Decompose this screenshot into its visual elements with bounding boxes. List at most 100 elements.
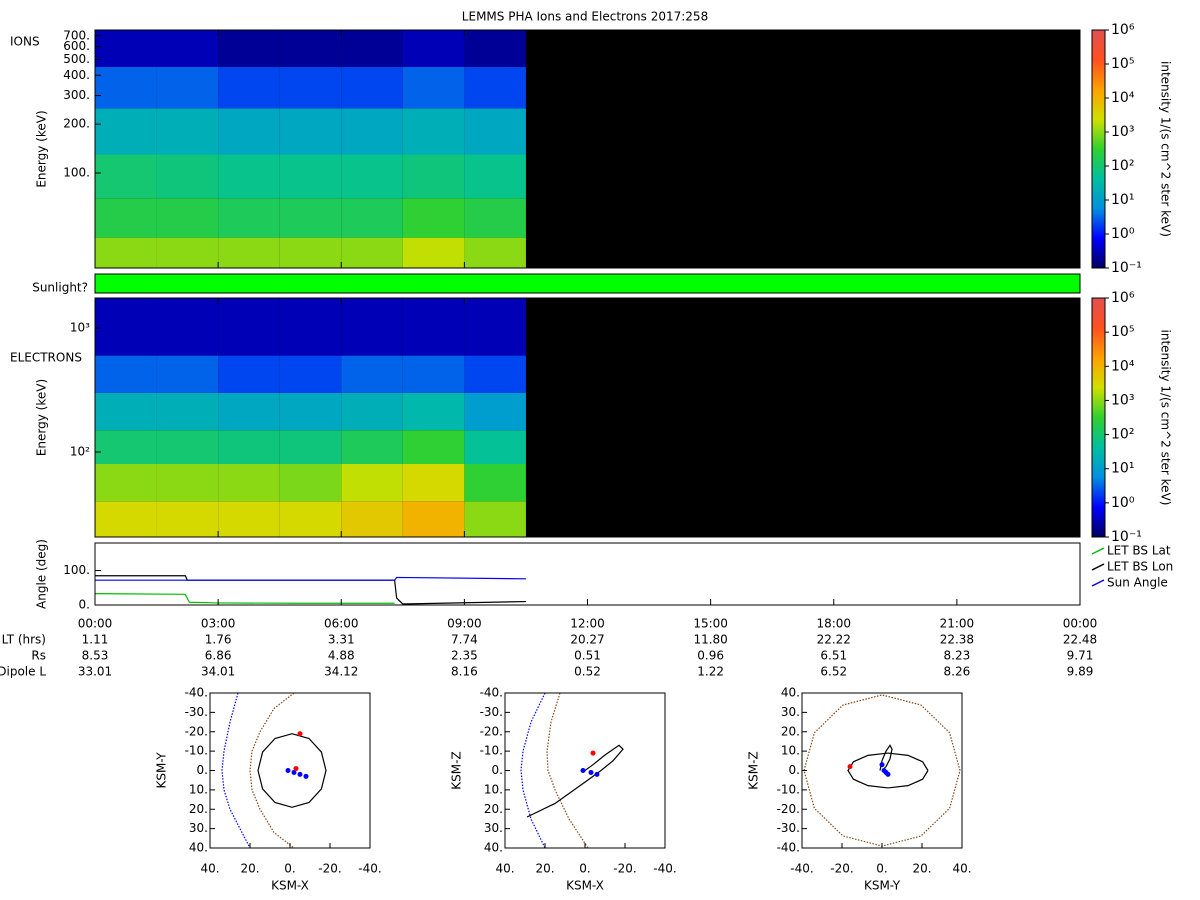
x-tick-label: -40. xyxy=(358,862,381,876)
spectrogram-cell xyxy=(464,154,526,199)
orbit-marker xyxy=(588,769,594,775)
y-tick-label: -30. xyxy=(777,821,800,835)
y-tick-label: -40. xyxy=(185,686,208,700)
colorbar-tick-label: 10³ xyxy=(1111,124,1134,140)
band-label: Sunlight? xyxy=(32,281,88,295)
row-value: 9.89 xyxy=(1067,665,1094,679)
row-value: 8.16 xyxy=(451,665,478,679)
spectrogram-cell xyxy=(402,30,465,67)
x-tick-label: 0. xyxy=(284,862,295,876)
y-tick-label: 100. xyxy=(63,563,90,577)
legend-label: Sun Angle xyxy=(1107,576,1168,590)
spectrogram-cell xyxy=(156,501,219,537)
colorbar-tick-label: 10¹ xyxy=(1111,461,1134,477)
legend-swatch xyxy=(1091,563,1105,571)
row-value: 22.22 xyxy=(817,633,851,647)
orbit-marker xyxy=(590,750,596,756)
panel-label: IONS xyxy=(10,35,40,49)
spectrogram-cell xyxy=(95,298,157,356)
row-value: 33.01 xyxy=(78,665,112,679)
spectrogram-cell xyxy=(279,237,342,268)
colorbar-tick-label: 10⁴ xyxy=(1111,90,1135,106)
spectrogram-cell xyxy=(341,501,403,537)
spectrogram-cell xyxy=(95,392,157,431)
orbit-marker xyxy=(879,762,885,768)
spectrogram-cell xyxy=(95,66,157,109)
row-value: 9.71 xyxy=(1067,649,1094,663)
angle-line xyxy=(95,576,526,581)
spectrogram-cell xyxy=(402,464,465,502)
y-tick-label: 600. xyxy=(63,39,90,53)
spectrogram-cell xyxy=(402,198,465,238)
x-tick-label: -40. xyxy=(790,862,813,876)
spectrogram-cell xyxy=(279,430,342,465)
row-value: 4.88 xyxy=(328,649,355,663)
row-value: 2.35 xyxy=(451,649,478,663)
spectrogram-cell xyxy=(402,355,465,393)
spectrogram-cell xyxy=(156,464,219,502)
row-value: 20.27 xyxy=(570,633,604,647)
orbit-marker xyxy=(594,771,600,777)
sunlight-band xyxy=(95,274,1080,293)
x-tick-label: 00:00 xyxy=(1063,617,1098,631)
colorbar-tick-label: 10⁶ xyxy=(1111,290,1135,306)
legend-swatch xyxy=(1091,547,1105,555)
spectrogram-cell xyxy=(156,198,219,238)
orbit-marker xyxy=(291,769,297,775)
colorbar-tick-label: 10⁵ xyxy=(1111,324,1134,340)
panel-frame xyxy=(94,542,1081,606)
row-value: 7.74 xyxy=(451,633,478,647)
spectrogram-cell xyxy=(402,430,465,465)
boundary-curve xyxy=(221,693,251,848)
row-value: 0.51 xyxy=(574,649,601,663)
y-tick-label: 30. xyxy=(781,705,800,719)
legend-swatch xyxy=(1091,579,1105,587)
orbit-trace xyxy=(257,733,327,808)
spectrogram-cell xyxy=(156,430,219,465)
x-tick-label: 12:00 xyxy=(570,617,605,631)
spectrogram-cell xyxy=(464,501,526,537)
spectrogram-cell xyxy=(341,392,403,431)
spectrogram-cell xyxy=(218,198,280,238)
spectrogram-cell xyxy=(341,108,403,155)
row-value: 3.31 xyxy=(328,633,355,647)
orbit-marker xyxy=(580,768,586,773)
spectrogram-cell xyxy=(402,392,465,431)
spectrogram-cell xyxy=(156,392,219,431)
row-value: 1.76 xyxy=(205,633,232,647)
boundary-curve xyxy=(803,694,961,847)
x-tick-label: 03:00 xyxy=(201,617,236,631)
y-tick-label: 0. xyxy=(492,763,503,777)
panel-frame xyxy=(94,297,1081,538)
panel-frame xyxy=(801,692,963,849)
orbit-marker xyxy=(885,771,891,777)
row-value: 0.96 xyxy=(697,649,724,663)
spectrogram-cell xyxy=(95,464,157,502)
row-value: 8.26 xyxy=(944,665,971,679)
x-axis-label: KSM-X xyxy=(271,879,309,893)
spectrogram-cell xyxy=(402,298,465,356)
spectrogram-cell xyxy=(279,392,342,431)
spectrogram-cell xyxy=(341,298,403,356)
y-tick-label: 20. xyxy=(484,802,503,816)
y-tick-label: 30. xyxy=(189,821,208,835)
y-tick-label: 20. xyxy=(781,724,800,738)
colorbar xyxy=(1091,297,1106,538)
x-tick-label: 09:00 xyxy=(447,617,482,631)
spectrogram-cell xyxy=(279,154,342,199)
row-value: 1.11 xyxy=(82,633,109,647)
spectrogram-cell xyxy=(218,464,280,502)
orbit-marker xyxy=(293,766,299,772)
y-tick-label: -40. xyxy=(480,686,503,700)
spectrogram-cell xyxy=(341,30,403,67)
colorbar-tick-label: 10² xyxy=(1111,427,1134,443)
spectrogram-cell xyxy=(95,237,157,268)
spectrogram-cell xyxy=(464,198,526,238)
colorbar-tick-label: 10⁻¹ xyxy=(1111,529,1142,545)
orbit-trace xyxy=(526,744,624,818)
spectrogram-cell xyxy=(279,66,342,109)
x-axis-label: KSM-X xyxy=(566,879,604,893)
spectrogram-cell xyxy=(341,66,403,109)
row-value: 22.48 xyxy=(1063,633,1097,647)
orbit-marker xyxy=(285,768,291,773)
